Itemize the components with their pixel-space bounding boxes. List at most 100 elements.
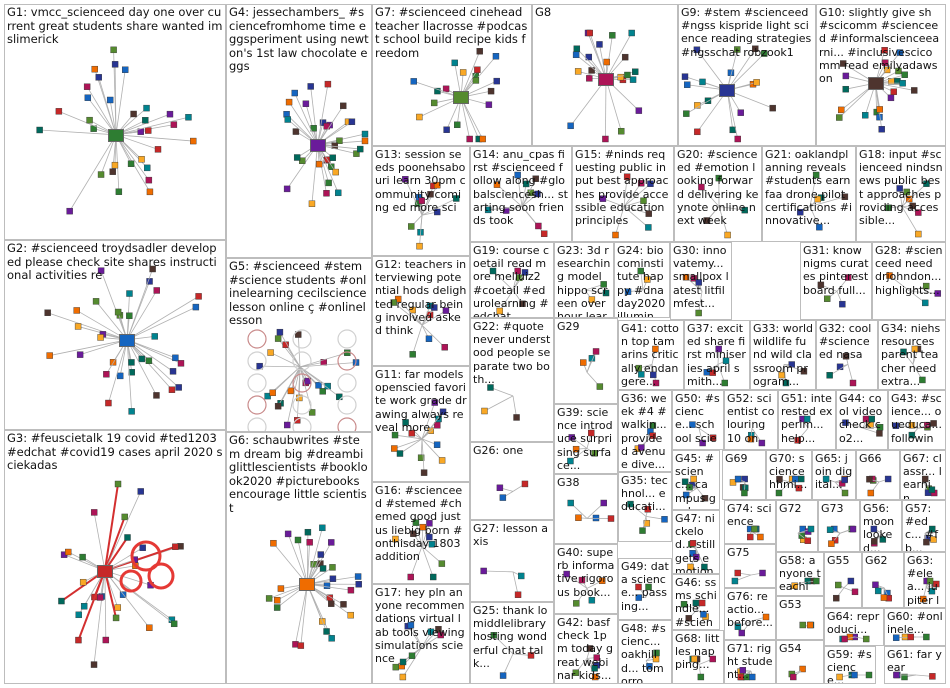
cluster-label: G38 xyxy=(557,476,580,489)
edge xyxy=(421,402,436,440)
edge xyxy=(126,296,199,341)
node xyxy=(145,127,152,134)
node xyxy=(698,183,705,191)
cluster-network-drawing xyxy=(567,429,598,465)
node xyxy=(273,604,281,611)
node xyxy=(734,623,742,630)
cluster-label: G48: #scienc... oakhilld... tomorro... xyxy=(621,622,666,684)
edge xyxy=(93,512,106,571)
node xyxy=(901,71,908,78)
node xyxy=(391,445,398,452)
node xyxy=(105,399,112,407)
edge xyxy=(126,306,197,341)
hub-avatar xyxy=(453,91,469,105)
node xyxy=(842,85,849,93)
node xyxy=(814,195,821,203)
cluster-g57: G57: #edc... #fb... xyxy=(902,500,946,552)
hub-avatar xyxy=(867,77,884,91)
node xyxy=(792,475,799,483)
node xyxy=(603,58,610,66)
cluster-g43: G43: #science... oueduca... following... xyxy=(888,390,946,450)
cluster-label: G22: #quote never understood people sepa… xyxy=(473,320,551,386)
edge xyxy=(492,270,514,291)
node xyxy=(518,572,525,580)
node xyxy=(884,475,892,483)
node xyxy=(879,536,887,543)
node xyxy=(267,349,274,356)
node xyxy=(621,53,629,61)
edge xyxy=(623,206,649,228)
node xyxy=(871,538,878,545)
node xyxy=(797,208,804,216)
self-loop-edge xyxy=(247,417,267,431)
edge xyxy=(306,542,332,585)
node xyxy=(586,645,594,652)
node xyxy=(519,300,526,307)
cluster-g3: G3: #feuscietalk 19 covid #ted1203 #edch… xyxy=(4,430,226,684)
cluster-label: G71: right student... xyxy=(727,642,773,682)
node xyxy=(80,603,88,610)
node xyxy=(340,601,347,608)
node xyxy=(903,188,910,196)
node xyxy=(865,671,873,679)
cluster-g42: G42: basf check 1pm today great webinar … xyxy=(554,614,618,684)
node xyxy=(644,506,652,513)
node xyxy=(407,621,415,629)
node xyxy=(600,499,607,507)
node xyxy=(443,126,450,133)
node xyxy=(839,300,846,308)
node xyxy=(335,189,342,197)
edge xyxy=(317,105,344,145)
node xyxy=(769,104,776,112)
edge xyxy=(259,365,301,368)
node xyxy=(513,414,520,421)
node xyxy=(409,306,416,314)
node xyxy=(812,171,820,179)
cluster-g59: G59: #science... xyxy=(824,646,876,684)
node xyxy=(806,621,814,629)
node xyxy=(923,633,930,641)
cluster-label: G61: far year xyxy=(887,648,942,675)
node xyxy=(568,434,575,441)
node xyxy=(146,624,153,631)
node xyxy=(586,75,593,82)
node xyxy=(883,66,891,74)
cluster-label: G28: #scienceed need drjohndon... highli… xyxy=(875,244,945,297)
node xyxy=(65,548,72,556)
cluster-label: G46: ss ms schindle... #scienc... xyxy=(675,576,717,629)
cluster-label: G63: #elea... jupiter large... xyxy=(907,554,942,607)
edge xyxy=(294,92,318,145)
node xyxy=(434,181,441,189)
cluster-network-drawing xyxy=(788,665,806,681)
node xyxy=(885,204,892,212)
node xyxy=(472,77,480,84)
node xyxy=(867,422,874,429)
node xyxy=(347,611,354,619)
edge xyxy=(115,69,126,135)
node xyxy=(328,600,335,607)
node xyxy=(492,53,500,60)
node xyxy=(75,636,82,644)
self-loop-edge xyxy=(247,351,267,371)
cluster-label: G14: anu_cpas first #scienceed follow al… xyxy=(473,148,568,228)
cluster-label: G21: oaklandplanning reveals #students e… xyxy=(765,148,854,228)
node xyxy=(434,208,441,216)
cluster-network-drawing xyxy=(892,633,930,641)
edge xyxy=(103,570,118,619)
node xyxy=(689,421,696,428)
cluster-g15: G15: #ninds requesting public input best… xyxy=(572,146,674,242)
node xyxy=(284,116,291,123)
node xyxy=(499,672,507,679)
cluster-network-drawing xyxy=(886,272,942,307)
node xyxy=(813,577,820,585)
node xyxy=(427,191,434,198)
node xyxy=(332,168,339,176)
edge xyxy=(502,653,514,676)
edge xyxy=(397,298,423,326)
cluster-g9: G9: #stem #scienceed #ngss kispride ligh… xyxy=(678,4,816,146)
node xyxy=(841,489,849,497)
edge xyxy=(311,144,318,204)
node xyxy=(323,123,330,130)
edge xyxy=(277,338,301,368)
cluster-network-drawing xyxy=(682,273,703,317)
